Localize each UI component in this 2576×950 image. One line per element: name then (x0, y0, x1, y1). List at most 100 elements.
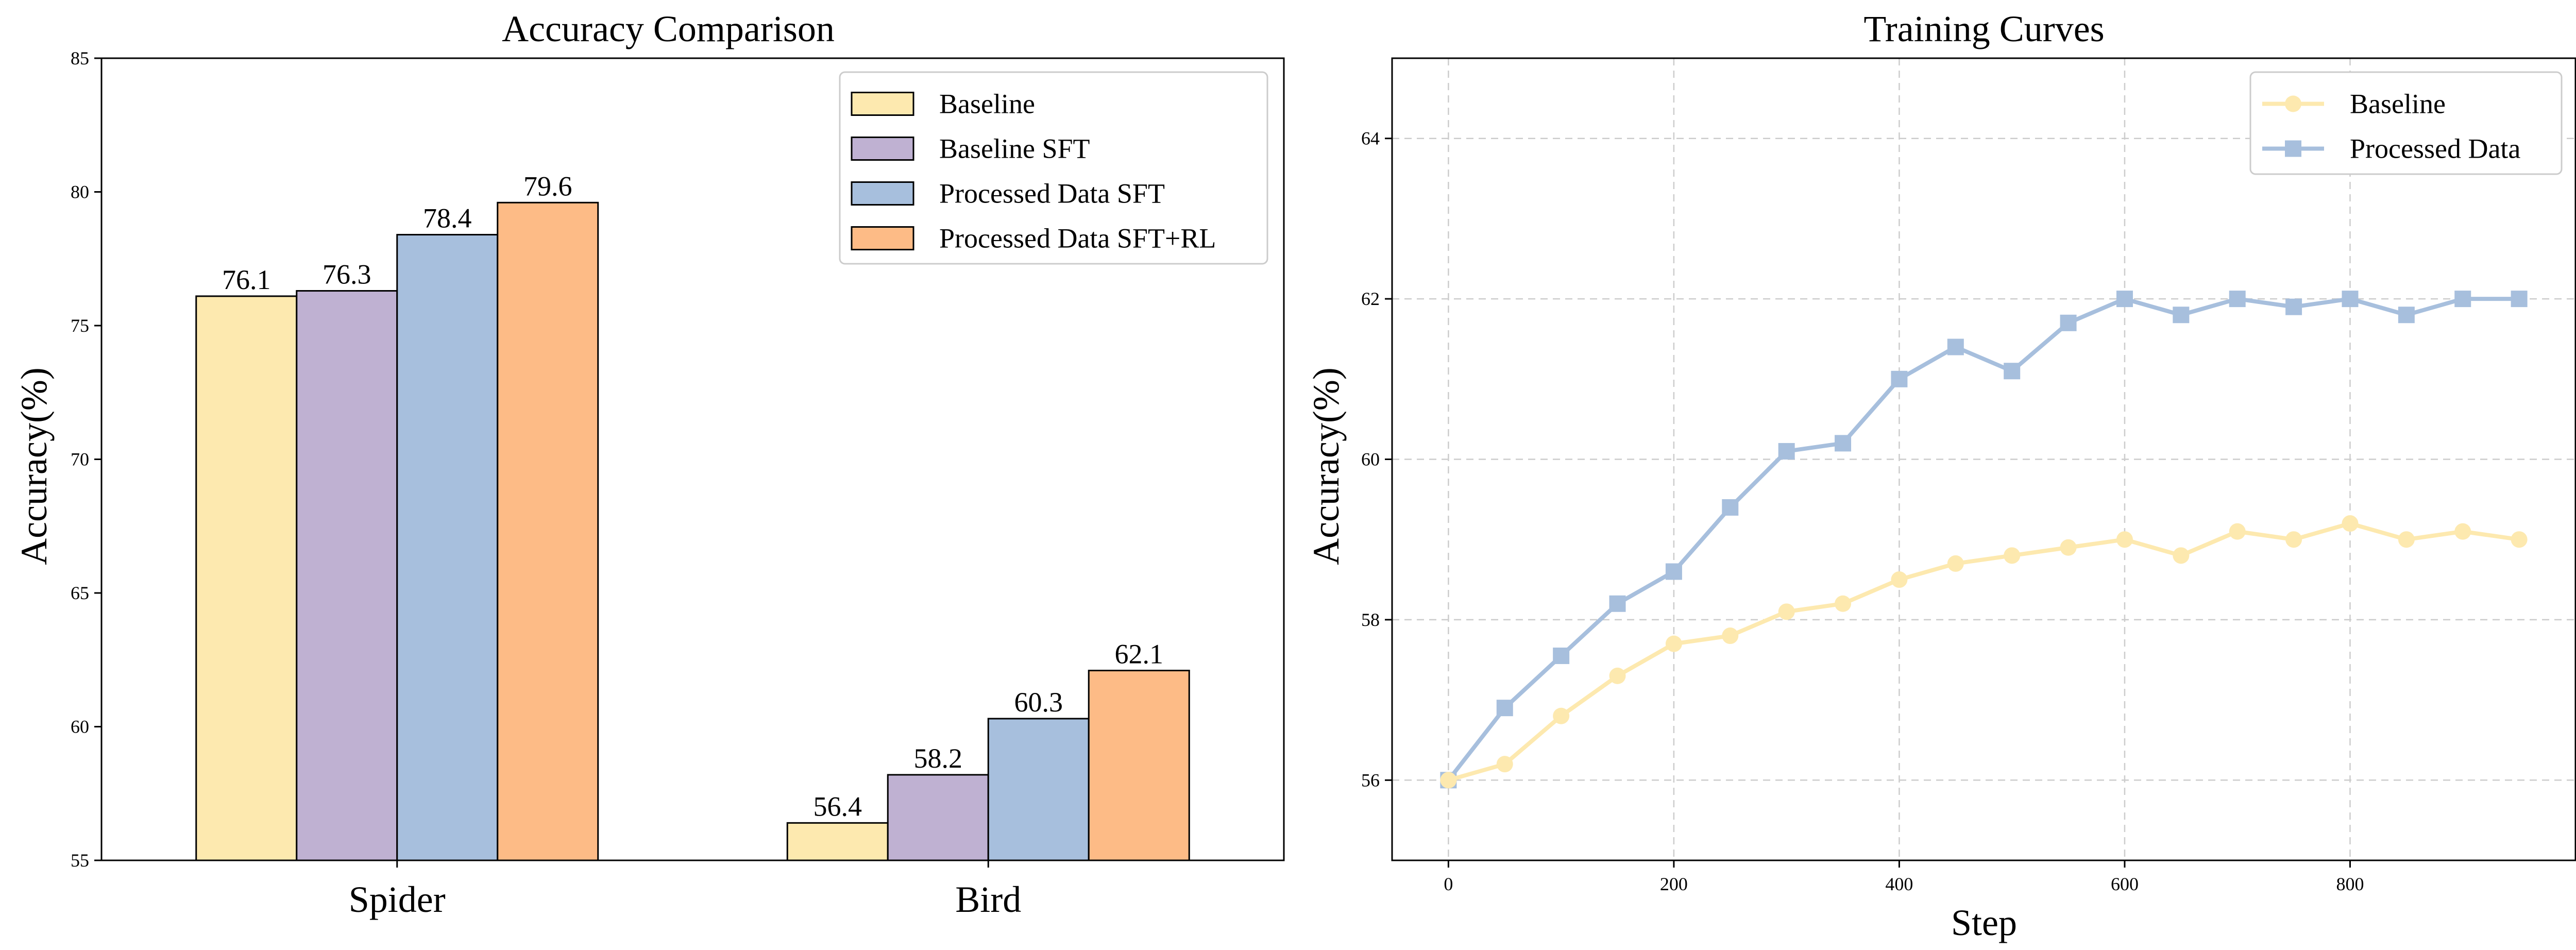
point-baseline (1609, 667, 1626, 684)
point-processed-data (2116, 291, 2133, 308)
legend-label-processed-data-sft-rl: Processed Data SFT+RL (939, 223, 1216, 254)
point-baseline (1665, 635, 1682, 652)
category-label-spider: Spider (349, 879, 446, 920)
x-tick-label: 800 (2336, 874, 2364, 894)
value-label-processed-data-sft-rl-bird: 62.1 (1115, 639, 1164, 670)
point-baseline (1496, 756, 1513, 773)
point-baseline (1440, 772, 1457, 789)
series-line-baseline (1448, 521, 2520, 783)
point-baseline (1722, 627, 1739, 644)
value-label-processed-data-sft-bird: 60.3 (1014, 687, 1063, 718)
legend-marker-processed-data (2285, 140, 2301, 157)
line-chart-ylabel: Accuracy(%) (1306, 367, 1347, 565)
point-processed-data (1947, 338, 1964, 355)
bar-processed-data-sft-rl-bird (1088, 670, 1190, 861)
bar-baseline-spider (195, 295, 298, 861)
point-processed-data (2342, 291, 2359, 308)
point-processed-data (1891, 370, 1908, 387)
bar-baseline-bird (786, 822, 889, 861)
point-processed-data (1496, 700, 1513, 717)
y-tick-label: 70 (71, 449, 89, 470)
legend-swatch-baseline (851, 92, 914, 116)
y-tick-label: 55 (71, 850, 89, 871)
point-baseline (2454, 523, 2471, 540)
y-tick-label: 65 (71, 583, 89, 603)
category-label-bird: Bird (955, 879, 1021, 920)
y-tick-label: 62 (1361, 289, 1380, 309)
value-label-baseline-bird: 56.4 (814, 791, 862, 822)
legend-swatch-processed-data-sft (851, 181, 914, 206)
x-tick-label: 200 (1660, 874, 1688, 894)
y-tick-label: 56 (1361, 770, 1380, 790)
point-processed-data (2285, 298, 2302, 315)
point-processed-data (2511, 291, 2528, 308)
y-tick-label: 75 (71, 315, 89, 336)
point-processed-data (2060, 314, 2077, 331)
legend-label-baseline: Baseline (2350, 89, 2446, 120)
point-baseline (2285, 531, 2302, 548)
bar-processed-data-sft-spider (396, 234, 499, 861)
value-label-baseline-sft-spider: 76.3 (323, 259, 371, 290)
line-chart-xlabel: Step (1951, 902, 2017, 943)
point-processed-data (2173, 307, 2190, 324)
bar-chart-panel: Accuracy Comparison Accuracy(%) 55 60 65 70… (13, 8, 1285, 920)
bar-chart-category-labels: Spider Bird (349, 860, 1021, 920)
point-processed-data (2398, 307, 2415, 324)
legend-frame (839, 71, 1268, 265)
point-baseline (2004, 547, 2021, 564)
x-tick-label: 600 (2111, 874, 2139, 894)
legend-label-processed-data-sft: Processed Data SFT (939, 178, 1165, 209)
legend-frame (2249, 71, 2563, 175)
x-tick-label: 400 (1885, 874, 1913, 894)
point-baseline (2398, 531, 2415, 548)
point-baseline (2060, 539, 2077, 556)
point-baseline (2116, 531, 2133, 548)
bar-chart-bars (195, 201, 1190, 861)
point-baseline (1553, 707, 1570, 724)
point-processed-data (1609, 595, 1626, 612)
y-tick-label: 58 (1361, 609, 1380, 630)
value-label-processed-data-sft-spider: 78.4 (423, 203, 472, 234)
point-baseline (1947, 555, 1964, 572)
y-tick-label: 64 (1361, 128, 1380, 149)
bar-processed-data-sft-bird (987, 718, 1090, 861)
y-tick-label: 80 (71, 182, 89, 202)
y-tick-label: 60 (1361, 449, 1380, 470)
point-processed-data (1778, 443, 1795, 460)
legend-label-baseline-sft: Baseline SFT (939, 133, 1090, 164)
point-processed-data (1553, 647, 1570, 664)
point-processed-data (1835, 435, 1852, 452)
point-baseline (1778, 603, 1795, 620)
point-processed-data (1722, 499, 1739, 516)
legend-swatch-baseline-sft (851, 137, 914, 161)
point-baseline (2342, 515, 2359, 532)
line-chart-axes-frame (1391, 57, 2576, 861)
legend-swatch-processed-data-sft-rl (851, 226, 914, 250)
value-label-processed-data-sft-rl-spider: 79.6 (523, 171, 572, 201)
bar-baseline-sft-spider (296, 290, 398, 861)
value-label-baseline-spider: 76.1 (222, 264, 271, 295)
legend-marker-baseline (2285, 95, 2301, 112)
bar-chart-yticks: 55 60 65 70 75 80 85 (71, 48, 101, 871)
bar-chart-title: Accuracy Comparison (502, 8, 835, 49)
point-processed-data (2454, 291, 2471, 308)
x-tick-label: 0 (1444, 874, 1453, 894)
point-baseline (2173, 547, 2190, 564)
bar-processed-data-sft-rl-spider (497, 201, 599, 861)
point-processed-data (2004, 363, 2021, 380)
line-chart-title: Training Curves (1863, 8, 2104, 49)
bar-baseline-sft-bird (887, 774, 989, 861)
y-tick-label: 60 (71, 717, 89, 737)
point-processed-data (2229, 291, 2246, 308)
line-chart-ticks: 0 200 400 600 800 56 58 60 62 64 (1361, 128, 2364, 894)
bar-chart-value-labels: 76.1 76.3 78.4 79.6 56.4 58.2 60.3 62.1 (222, 171, 1163, 822)
point-baseline (1835, 595, 1852, 612)
y-tick-label: 85 (71, 48, 89, 69)
point-baseline (2229, 523, 2246, 540)
point-baseline (2511, 531, 2528, 548)
legend-label-processed-data: Processed Data (2350, 133, 2520, 164)
bar-chart-ylabel: Accuracy(%) (13, 367, 55, 565)
line-chart-legend: Baseline Processed Data (2249, 71, 2563, 175)
line-chart-series (1440, 291, 2528, 789)
